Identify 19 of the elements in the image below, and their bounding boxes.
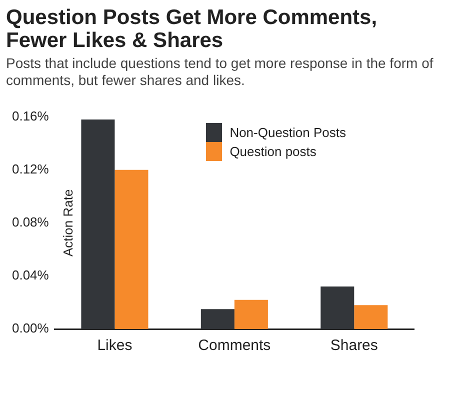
chart-subtitle: Posts that include questions tend to get more response in the form of comments, but fewer shares and likes. xyxy=(6,55,434,89)
legend-label: Question posts xyxy=(230,144,316,159)
y-tick-label: 0.04% xyxy=(12,268,50,283)
y-tick-label: 0.08% xyxy=(12,214,50,230)
y-tick-label: 0.16% xyxy=(12,108,50,124)
legend-label: Non-Question Posts xyxy=(230,124,346,140)
x-tick-label: Likes xyxy=(97,337,132,354)
bar xyxy=(320,286,354,329)
y-axis-title: Action Rate xyxy=(60,189,76,256)
chart-title: Question Posts Get More Comments, Fewer Likes & Shares xyxy=(6,6,378,52)
bar xyxy=(354,305,388,329)
y-tick-label: 0.00% xyxy=(12,320,50,336)
x-tick-label: Shares xyxy=(330,337,378,354)
bar xyxy=(200,309,234,329)
bar xyxy=(81,119,115,329)
y-tick-label: 0.12% xyxy=(12,161,50,176)
bar xyxy=(234,300,268,329)
bar xyxy=(114,170,148,329)
x-tick-label: Comments xyxy=(198,337,271,354)
